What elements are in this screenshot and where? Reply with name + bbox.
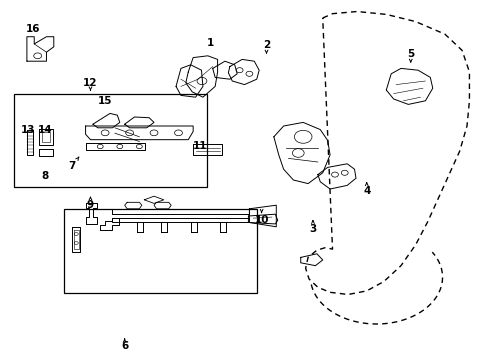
Text: 11: 11 [193, 141, 207, 151]
Text: 6: 6 [121, 341, 128, 351]
Text: 15: 15 [98, 96, 112, 106]
Text: 8: 8 [41, 171, 48, 181]
Text: 4: 4 [362, 186, 370, 196]
Bar [14, 94, 206, 187]
Text: 14: 14 [38, 125, 52, 135]
Text: 16: 16 [26, 24, 41, 34]
Text: 12: 12 [83, 78, 98, 88]
Text: 13: 13 [21, 125, 36, 135]
Text: 3: 3 [309, 224, 316, 234]
Bar [63, 209, 256, 293]
Text: 2: 2 [263, 40, 269, 50]
Text: 5: 5 [407, 49, 413, 59]
Text: 10: 10 [254, 215, 268, 225]
Text: 1: 1 [206, 38, 213, 48]
Text: 7: 7 [68, 161, 76, 171]
Text: 9: 9 [87, 200, 94, 210]
